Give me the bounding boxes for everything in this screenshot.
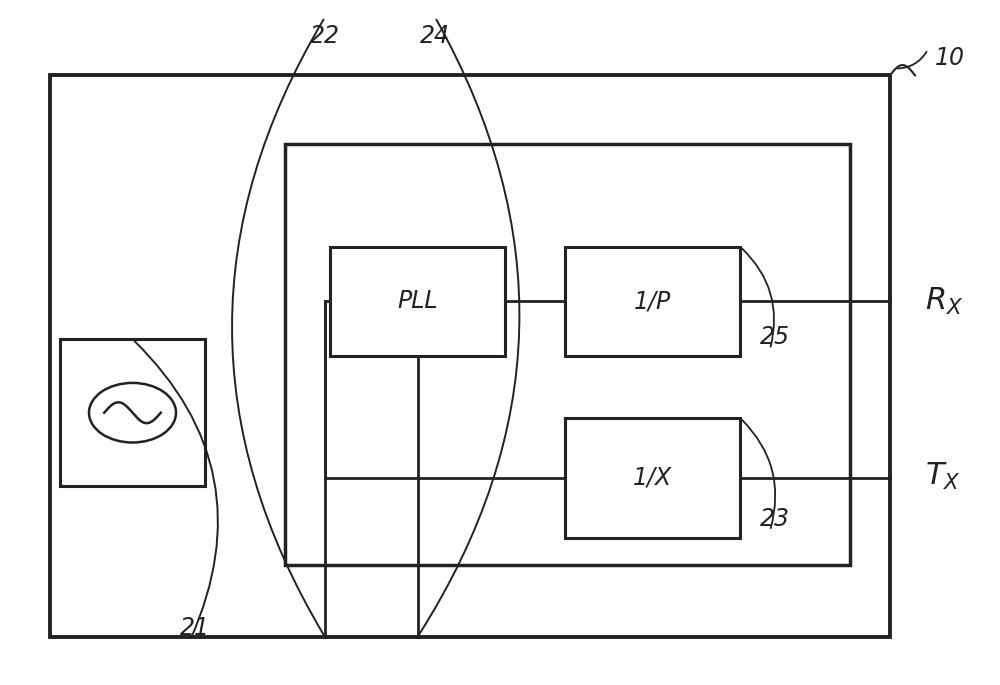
Text: $T_X$: $T_X$ (925, 460, 961, 492)
Bar (565, 418, 740, 538)
Bar (285, 144, 850, 565)
Text: 1/X: 1/X (633, 466, 672, 490)
Text: 21: 21 (180, 616, 210, 640)
Text: 22: 22 (310, 24, 340, 48)
Text: PLL: PLL (397, 289, 438, 314)
Text: 25: 25 (760, 325, 790, 349)
Bar (330, 247, 505, 356)
Bar (60, 339, 205, 486)
Text: 24: 24 (420, 24, 450, 48)
Text: $R_X$: $R_X$ (925, 286, 963, 317)
Text: 10: 10 (935, 46, 965, 71)
Text: 1/P: 1/P (634, 289, 671, 314)
Bar (565, 247, 740, 356)
Bar (50, 75, 890, 637)
Text: 23: 23 (760, 507, 790, 531)
